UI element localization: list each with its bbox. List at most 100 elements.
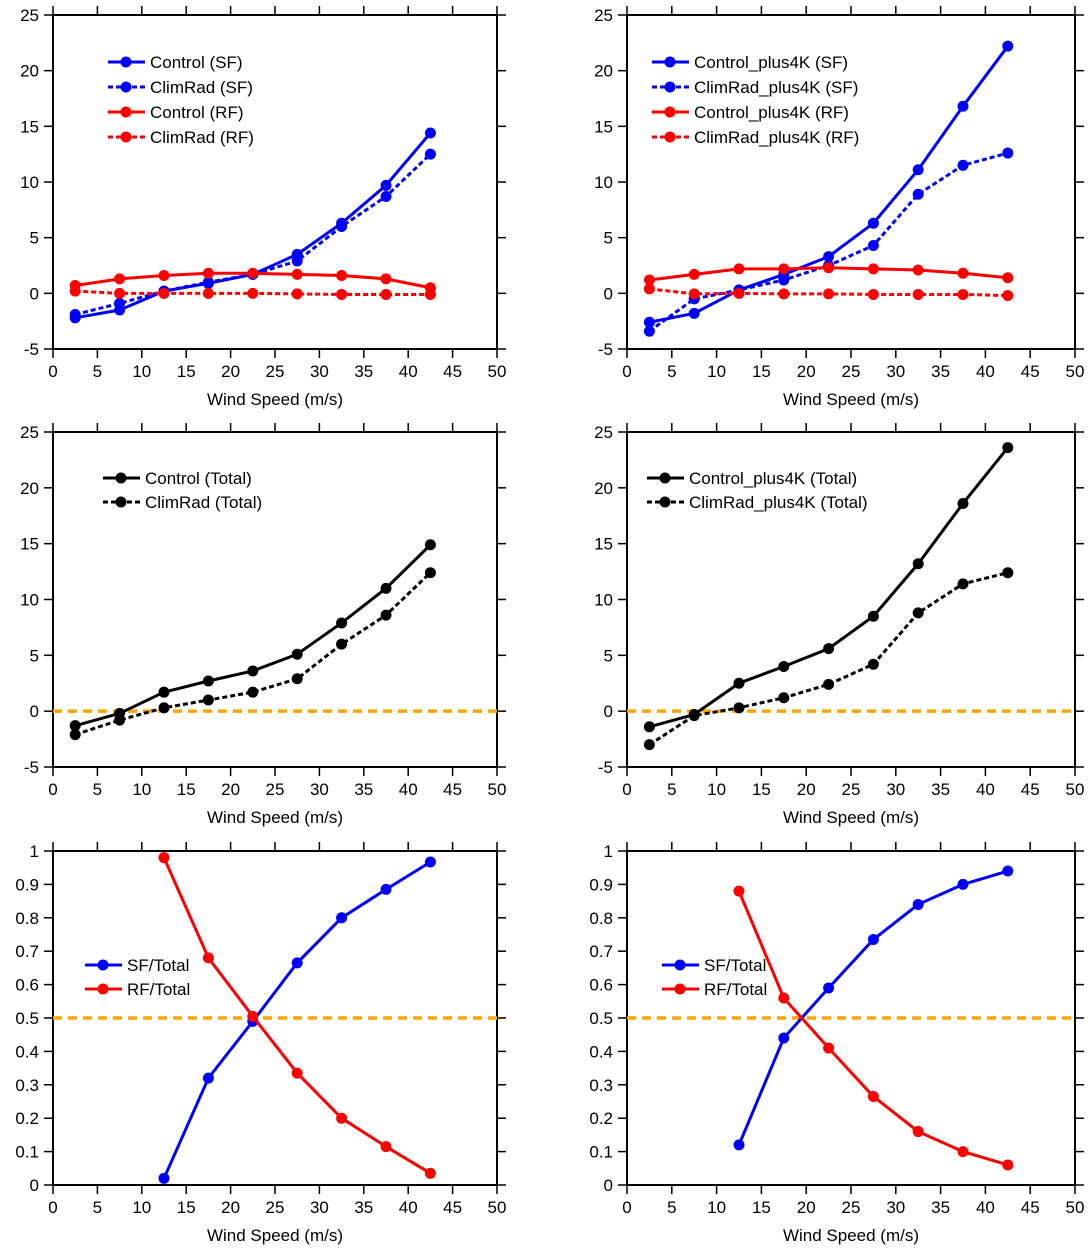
data-point	[1002, 567, 1014, 579]
y-tick-label: 1	[604, 842, 613, 861]
data-point	[291, 648, 303, 660]
data-point	[643, 274, 655, 286]
data-point	[424, 856, 436, 868]
legend-entry: Control_plus4K (RF)	[652, 103, 849, 122]
data-point	[424, 127, 436, 139]
data-point	[733, 287, 745, 299]
y-tick-label: 0.4	[15, 1042, 39, 1061]
data-point	[424, 148, 436, 160]
legend-label: Control (RF)	[150, 103, 244, 122]
x-tick-label: 10	[132, 362, 151, 381]
x-tick-label: 5	[667, 1198, 676, 1217]
x-tick-label: 20	[797, 1198, 816, 1217]
data-point	[69, 720, 81, 732]
y-tick-label: 0.8	[15, 909, 39, 928]
x-tick-label: 30	[886, 362, 905, 381]
x-tick-label: 30	[310, 780, 329, 799]
legend-marker	[97, 959, 109, 971]
legend-label: ClimRad (SF)	[150, 78, 253, 97]
data-point	[1002, 40, 1014, 52]
data-point	[1002, 442, 1014, 454]
data-point	[957, 100, 969, 112]
legend-entry: SF/Total	[85, 956, 189, 975]
x-tick-label: 40	[399, 1198, 418, 1217]
data-point	[688, 268, 700, 280]
x-axis-label: Wind Speed (m/s)	[783, 390, 919, 409]
legend-marker	[120, 106, 132, 118]
x-tick-label: 5	[93, 780, 102, 799]
data-point	[823, 251, 835, 263]
legend-label: ClimRad (Total)	[145, 493, 262, 512]
x-tick-label: 35	[354, 362, 373, 381]
data-point	[867, 263, 879, 275]
y-tick-label: 5	[604, 229, 613, 248]
legend-entry: Control (Total)	[103, 469, 252, 488]
y-tick-label: 10	[20, 173, 39, 192]
data-point	[291, 268, 303, 280]
data-point	[957, 267, 969, 279]
legend-entry: SF/Total	[662, 956, 766, 975]
y-tick-label: 25	[594, 423, 613, 442]
data-point	[643, 721, 655, 733]
series-sf-total	[733, 865, 1014, 1151]
data-point	[912, 607, 924, 619]
legend-label: ClimRad_plus4K (Total)	[689, 493, 868, 512]
legend-label: Control (Total)	[145, 469, 252, 488]
data-point	[114, 714, 126, 726]
legend-marker	[97, 983, 109, 995]
y-tick-label: 25	[20, 6, 39, 25]
data-point	[424, 288, 436, 300]
data-point	[778, 288, 790, 300]
data-point	[69, 308, 81, 320]
x-tick-label: 25	[842, 1198, 861, 1217]
data-point	[823, 678, 835, 690]
data-point	[957, 1146, 969, 1158]
legend-label: RF/Total	[704, 980, 767, 999]
data-point	[380, 1141, 392, 1153]
y-tick-label: 0.2	[589, 1109, 613, 1128]
x-tick-label: 0	[622, 362, 631, 381]
series-climrad-plus4k-total-	[643, 567, 1014, 751]
x-tick-label: 50	[488, 780, 507, 799]
data-point	[247, 1010, 259, 1022]
y-tick-label: 0.9	[15, 875, 39, 894]
data-point	[957, 878, 969, 890]
data-point	[778, 692, 790, 704]
data-point	[688, 710, 700, 722]
y-tick-label: 20	[594, 62, 613, 81]
data-point	[643, 739, 655, 751]
legend-marker	[659, 472, 671, 484]
data-point	[643, 325, 655, 337]
data-point	[823, 262, 835, 274]
series-climrad-plus4k-rf-	[643, 283, 1014, 302]
x-tick-label: 35	[354, 1198, 373, 1217]
data-point	[202, 1072, 214, 1084]
data-point	[778, 661, 790, 672]
x-tick-label: 30	[886, 1198, 905, 1217]
x-tick-label: 45	[1021, 362, 1040, 381]
y-tick-label: 0.1	[589, 1143, 613, 1162]
series-line	[162, 860, 432, 1179]
legend-marker	[664, 56, 676, 68]
data-point	[114, 287, 126, 299]
y-tick-label: 20	[20, 62, 39, 81]
legend-label: Control_plus4K (SF)	[694, 53, 848, 72]
data-point	[291, 288, 303, 300]
y-tick-label: -5	[24, 340, 39, 359]
panel-5: 0 5 10 15 20 25 30 35 40 45 50 0 0.1 0.2 0.3 0.4 0.5 0.6 0…	[15, 842, 506, 1245]
x-tick-label: 5	[93, 362, 102, 381]
x-tick-label: 35	[354, 780, 373, 799]
x-axis-label: Wind Speed (m/s)	[783, 808, 919, 827]
y-tick-label: 0.7	[589, 942, 613, 961]
legend-marker	[115, 496, 127, 508]
data-point	[733, 1139, 745, 1151]
x-tick-label: 10	[707, 1198, 726, 1217]
data-point	[158, 686, 170, 698]
series-rf-total	[733, 885, 1014, 1171]
data-point	[778, 263, 790, 275]
data-point	[688, 307, 700, 319]
legend-entry: RF/Total	[85, 980, 190, 999]
data-point	[912, 1126, 924, 1138]
y-tick-label: 0.3	[589, 1076, 613, 1095]
x-tick-label: 20	[797, 780, 816, 799]
